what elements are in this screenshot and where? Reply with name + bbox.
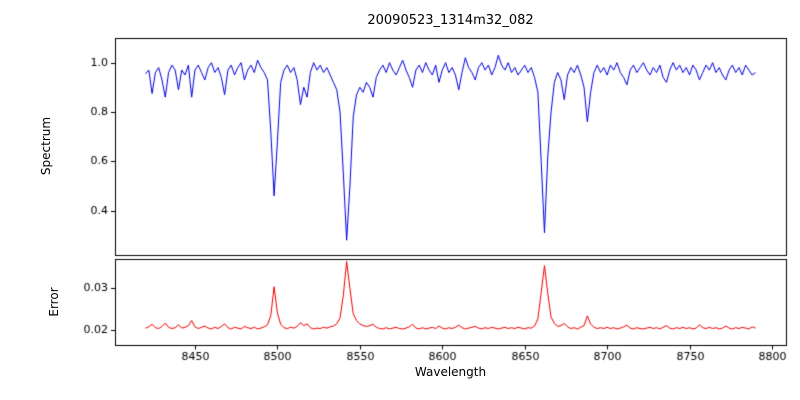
chart-title: 20090523_1314m32_082 (367, 13, 534, 28)
error-axis-label: Error (47, 287, 61, 317)
wavelength-axis-label: Wavelength (414, 365, 487, 379)
spectrum-axis-label: Spectrum (39, 116, 53, 176)
